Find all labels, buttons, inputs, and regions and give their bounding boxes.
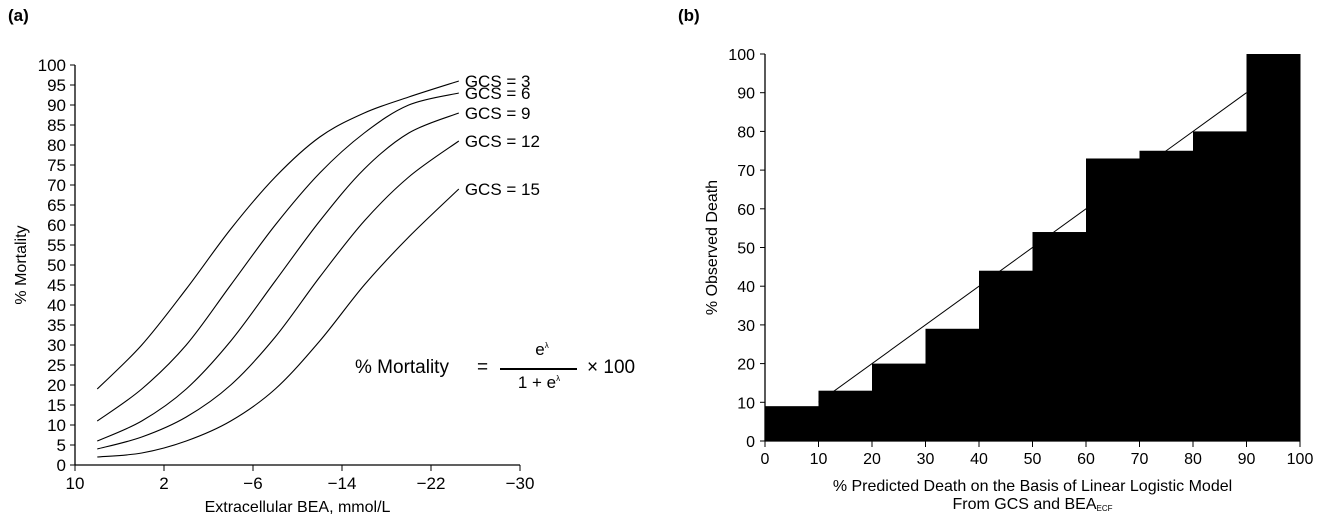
chart-b-x-label-line2: From GCS and BEAECF (952, 496, 1113, 513)
chart-b-x-tick-label: 50 (1024, 451, 1042, 468)
chart-a-x-axis-label: Extracellular BEA, mmol/L (205, 499, 391, 516)
chart-b-y-tick-label: 40 (737, 279, 755, 296)
chart-b-x-tick-label: 30 (917, 451, 935, 468)
formula-tail: × 100 (587, 357, 636, 378)
chart-a-series-label: GCS = 3 (465, 72, 531, 91)
chart-a-y-tick-label: 35 (47, 316, 66, 335)
chart-a-series-label: GCS = 12 (465, 132, 540, 151)
chart-a-y-tick-label: 75 (47, 156, 66, 175)
chart-b-reference-line (818, 92, 1247, 403)
chart-b-x-tick-label: 70 (1131, 451, 1149, 468)
chart-b-y-tick-label: 50 (737, 241, 755, 258)
chart-a-y-axis-label: % Mortality (13, 225, 30, 304)
chart-b-x-tick-label: 0 (761, 451, 770, 468)
chart-b-x-tick-label: 60 (1077, 451, 1095, 468)
chart-b-x-tick-label: 40 (970, 451, 988, 468)
chart-a-y-tick-label: 65 (47, 196, 66, 215)
chart-b-x-tick-label: 90 (1238, 451, 1256, 468)
chart-a-series-line (96, 80, 459, 390)
chart-a-y-tick-label: 40 (47, 296, 66, 315)
chart-b-x-tick-label: 10 (810, 451, 828, 468)
chart-a-series-line (97, 112, 460, 442)
chart-a-y-tick-label: 70 (47, 176, 66, 195)
chart-a-y-tick-label: 15 (47, 396, 66, 415)
chart-a-x-tick-label: 10 (66, 474, 85, 493)
chart-a-series-label: GCS = 6 (465, 84, 531, 103)
chart-a-x-tick-label: −30 (506, 474, 535, 493)
chart-b-bar (1032, 232, 1087, 441)
chart-a-y-tick-label: 0 (57, 456, 66, 475)
chart-b-y-tick-label: 20 (737, 357, 755, 374)
formula-numerator: eλ (535, 340, 549, 359)
chart-b-x-axis-label: % Predicted Death on the Basis of Linear… (765, 478, 1300, 518)
chart-b-bar (1086, 158, 1140, 442)
chart-b-x-tick-label: 80 (1184, 451, 1202, 468)
chart-b-bar (1246, 54, 1301, 441)
formula-lhs: % Mortality (355, 357, 449, 378)
panel-b-label: (b) (678, 6, 700, 25)
chart-a-series-line (97, 188, 460, 458)
chart-a-y-tick-label: 85 (47, 116, 66, 135)
chart-a-y-tick-label: 45 (47, 276, 66, 295)
chart-a-x-tick-label: −6 (243, 474, 262, 493)
chart-a-y-tick-label: 10 (47, 416, 66, 435)
chart-b-bar (765, 406, 819, 441)
chart-a-y-tick-label: 20 (47, 376, 66, 395)
chart-b-y-tick-label: 100 (728, 47, 755, 64)
chart-b-bar (1193, 131, 1247, 441)
chart-a-series-line (96, 92, 459, 422)
chart-b-bar (925, 328, 980, 441)
chart-a-y-tick-label: 80 (47, 136, 66, 155)
chart-a-x-tick-label: −22 (417, 474, 446, 493)
chart-b-y-tick-label: 0 (746, 434, 755, 451)
chart-a-series-label: GCS = 15 (465, 180, 540, 199)
formula-equals: = (477, 357, 489, 378)
chart-a-x-tick-label: 2 (159, 474, 168, 493)
chart-a-x-tick-label: −14 (328, 474, 357, 493)
panel-a-label: (a) (8, 6, 29, 25)
chart-b-bar (979, 270, 1033, 441)
chart-a-y-tick-label: 30 (47, 336, 66, 355)
chart-b-y-tick-label: 30 (737, 318, 755, 335)
chart-a-series-label: GCS = 9 (465, 104, 531, 123)
formula-fraction-bar (500, 368, 577, 370)
chart-a-y-tick-label: 50 (47, 256, 66, 275)
chart-a-y-tick-label: 25 (47, 356, 66, 375)
chart-b-y-axis-label: % Observed Death (704, 180, 721, 315)
chart-a-series-line (97, 140, 460, 450)
chart-a-y-tick-label: 90 (47, 96, 66, 115)
chart-b-x-label-line1: % Predicted Death on the Basis of Linear… (832, 478, 1233, 495)
chart-a-y-tick-label: 5 (57, 436, 66, 455)
chart-b-x-tick-label: 20 (863, 451, 881, 468)
chart-b-bar (1139, 150, 1194, 441)
chart-a-y-tick-label: 95 (47, 76, 66, 95)
chart-b-x-tick-label: 100 (1287, 451, 1314, 468)
chart-b-y-tick-label: 80 (737, 124, 755, 141)
chart-b-bar (818, 390, 873, 441)
chart-b-bar (872, 363, 926, 441)
chart-a-y-tick-label: 100 (38, 56, 66, 75)
chart-a-y-tick-label: 60 (47, 216, 66, 235)
chart-b-y-tick-label: 60 (737, 202, 755, 219)
chart-b-y-tick-label: 70 (737, 163, 755, 180)
chart-b-y-tick-label: 90 (737, 86, 755, 103)
formula-denominator: 1 + eλ (517, 373, 561, 392)
chart-a-y-tick-label: 55 (47, 236, 66, 255)
chart-b-y-tick-label: 10 (737, 395, 755, 412)
